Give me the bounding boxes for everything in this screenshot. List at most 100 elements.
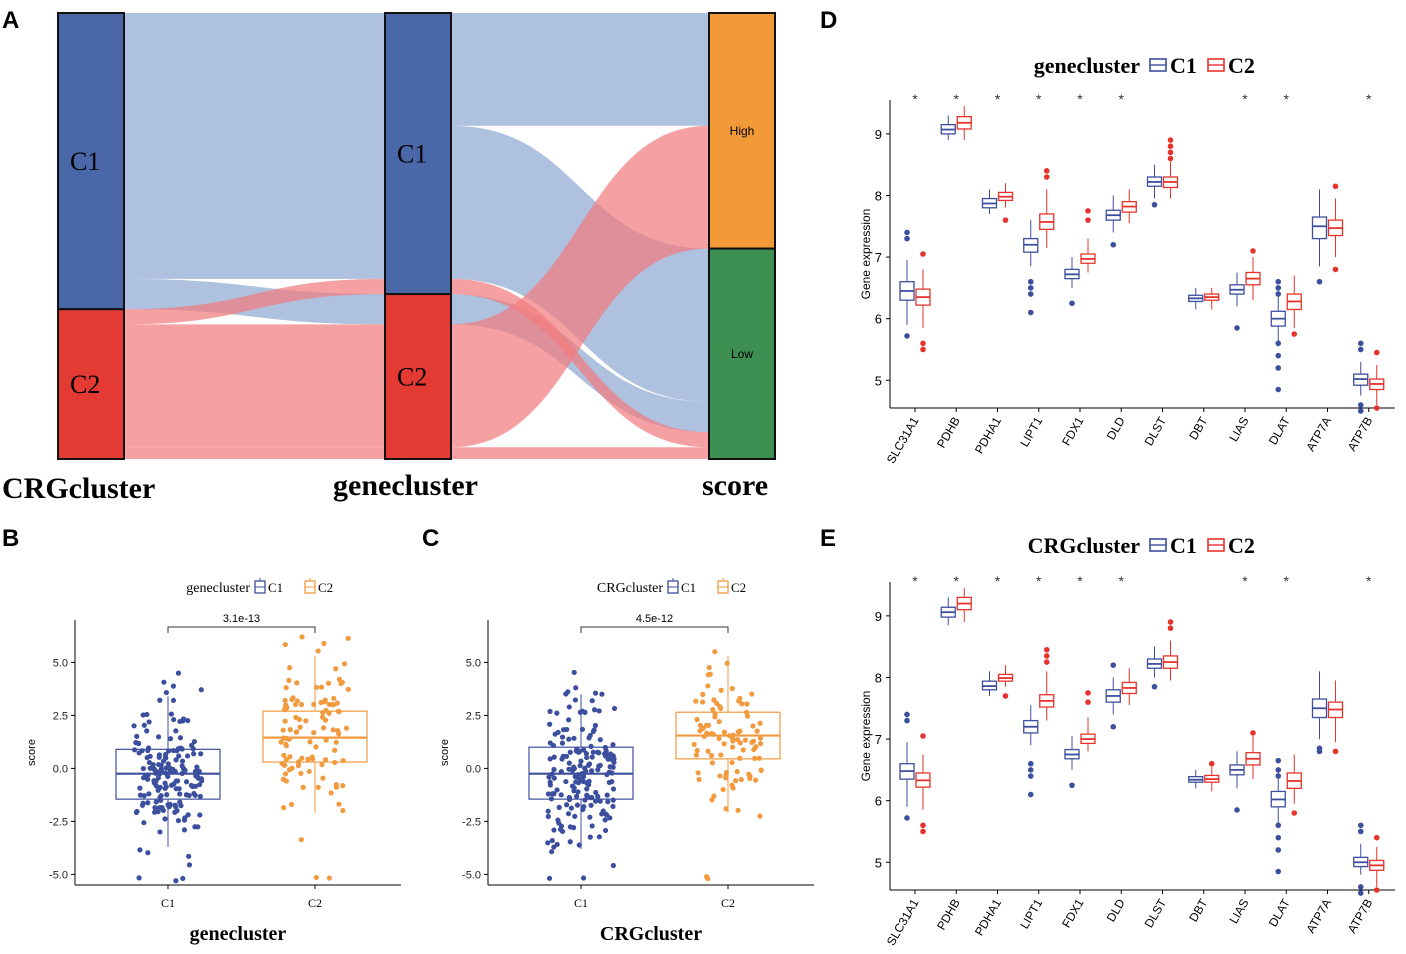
data-point: [163, 755, 169, 761]
alluvial-chart: C1 C2 C1 C2 High Low CRGcluster genecluster scor…: [2, 12, 776, 505]
data-point: [697, 728, 703, 734]
gene-group-dlat: * DLAT: [1266, 91, 1302, 447]
data-point: [170, 747, 177, 754]
data-point: [733, 778, 739, 784]
node-score-low: [708, 247, 776, 460]
gene-group-dld: * DLD: [1104, 91, 1137, 442]
box-c2: [262, 634, 368, 881]
data-point: [551, 754, 557, 760]
data-point: [326, 710, 332, 716]
node-genecluster-c2: [384, 293, 452, 460]
data-point: [704, 730, 710, 736]
box-c1: [981, 671, 998, 696]
data-point: [589, 768, 595, 774]
data-point: [558, 792, 564, 798]
x-tick-label-c1: C1: [574, 896, 588, 910]
legend: genecluster C1 C2: [186, 578, 333, 596]
data-point: [163, 751, 169, 757]
data-point: [282, 771, 289, 777]
data-point: [705, 683, 711, 689]
data-point: [588, 795, 594, 801]
data-point: [137, 847, 143, 853]
data-point: [320, 710, 326, 716]
data-point: [605, 756, 611, 762]
significance-marker: *: [1242, 573, 1248, 589]
x-tick-label-atp7a: ATP7A: [1303, 415, 1334, 454]
box-c1: [1229, 751, 1245, 813]
data-point: [757, 720, 763, 726]
data-point: [565, 811, 572, 817]
outlier-point: [1002, 693, 1009, 699]
box-c1: [1229, 272, 1245, 331]
data-point: [162, 816, 168, 822]
data-point: [737, 728, 743, 734]
data-point: [185, 717, 191, 724]
x-tick-label-dld: DLD: [1104, 896, 1128, 924]
box-c1: [1105, 195, 1121, 248]
alluvial-flow-c1-to-c1: [124, 125, 385, 279]
outlier-point: [1357, 828, 1364, 835]
data-point: [707, 671, 713, 677]
outlier-point: [1275, 386, 1282, 393]
outlier-point: [1250, 730, 1256, 736]
data-point: [696, 776, 702, 783]
gene-group-pdha1: * PDHA1: [972, 573, 1014, 938]
data-point: [147, 753, 153, 759]
data-point: [604, 792, 610, 798]
data-point: [298, 770, 304, 777]
data-point: [175, 778, 181, 784]
data-point: [551, 766, 557, 773]
data-point: [734, 736, 741, 743]
outlier-point: [1275, 868, 1282, 875]
significance-marker: *: [954, 91, 960, 107]
outlier-point: [1027, 760, 1034, 767]
outlier-point: [1027, 278, 1034, 285]
data-point: [749, 739, 755, 745]
data-point: [198, 751, 204, 757]
data-point: [172, 809, 178, 815]
outlier-point: [1291, 810, 1298, 816]
box-c1: [940, 597, 956, 626]
gene-group-lias: * LIAS: [1226, 91, 1261, 444]
data-point: [345, 635, 351, 641]
data-point: [596, 750, 602, 756]
alluvial-flow-c2-to-low: [451, 447, 709, 459]
data-point: [571, 669, 577, 676]
box-c1: [1353, 340, 1369, 414]
data-point: [744, 701, 750, 707]
outlier-point: [1167, 137, 1174, 143]
data-point: [175, 670, 182, 676]
data-point: [595, 793, 601, 800]
data-point: [723, 775, 729, 781]
outlier-point: [1043, 168, 1050, 174]
data-point: [561, 727, 567, 733]
outlier-point: [920, 346, 926, 353]
data-point: [177, 735, 184, 741]
data-point: [587, 732, 593, 739]
data-point: [179, 758, 186, 764]
outlier-point: [904, 229, 910, 236]
data-point: [157, 829, 163, 835]
data-point: [563, 778, 569, 785]
data-point: [163, 689, 169, 696]
data-point: [721, 729, 728, 735]
data-point: [712, 649, 718, 655]
data-point: [186, 792, 192, 799]
data-point: [331, 695, 337, 701]
data-point: [163, 770, 169, 776]
data-point: [596, 834, 602, 840]
alluvial-flow-c2-to-c2: [124, 447, 385, 459]
box-c1: [1064, 736, 1080, 789]
data-point: [570, 825, 577, 831]
data-point: [298, 837, 304, 843]
outlier-point: [904, 235, 910, 242]
data-point: [287, 727, 293, 733]
gene-group-fdx1: * FDX1: [1059, 91, 1096, 448]
outlier-point: [1373, 405, 1380, 411]
gene-group-dbt: DBT: [1186, 287, 1220, 442]
data-point: [315, 784, 321, 790]
data-point: [146, 759, 153, 766]
outlier-point: [1357, 884, 1364, 890]
data-point: [318, 699, 324, 706]
data-point: [604, 771, 610, 778]
